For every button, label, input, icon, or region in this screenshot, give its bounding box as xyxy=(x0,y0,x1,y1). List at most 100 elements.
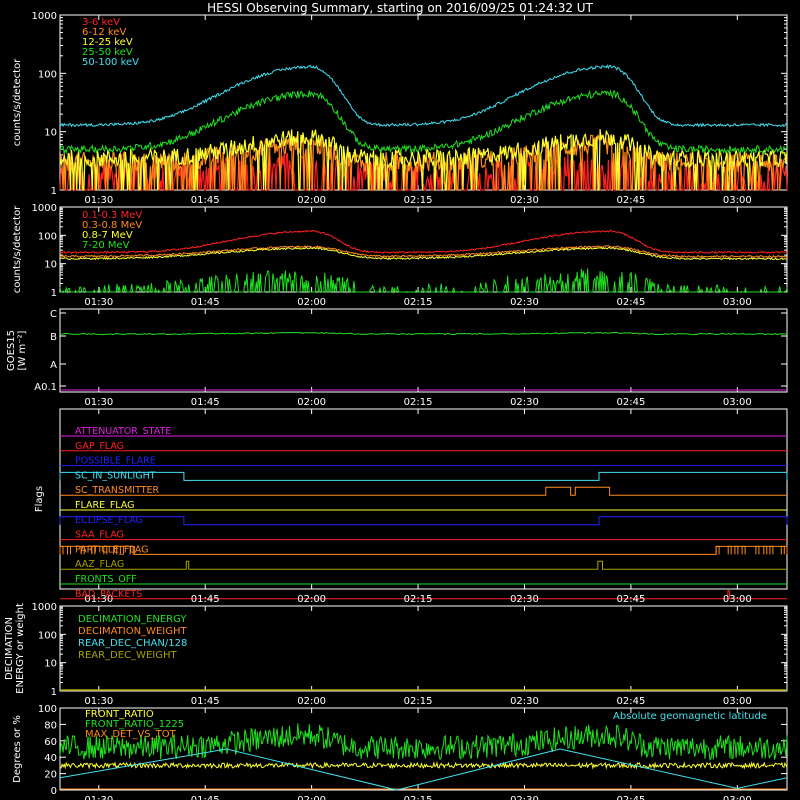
legend-lo-3: 25-50 keV xyxy=(82,47,133,58)
x-tick-label-flags: 03:00 xyxy=(723,594,752,605)
panel-frame-hi xyxy=(59,206,788,293)
y-tick-label-dec: 1000 xyxy=(32,602,57,613)
legend-ratio-0: FRONT_RATIO xyxy=(85,709,154,720)
legend-hi-2: 0.8-7 MeV xyxy=(82,230,133,241)
y-tick-label-ratio: 80 xyxy=(44,720,57,731)
x-tick-label-goes: 02:15 xyxy=(404,397,433,408)
y-tick-label-goes: A xyxy=(50,360,57,371)
x-tick-label-hi: 01:45 xyxy=(191,297,220,308)
flag-label-9: AAZ_FLAG xyxy=(75,559,124,570)
x-tick-label-dec: 02:45 xyxy=(616,696,645,707)
x-tick-label-goes: 02:45 xyxy=(616,397,645,408)
series-line-hi-2 xyxy=(59,246,788,261)
x-tick-label-lo: 02:45 xyxy=(616,195,645,206)
series-line-hi-1 xyxy=(59,244,788,258)
panel-frame-ratio xyxy=(59,707,788,791)
x-tick-label-flags: 01:45 xyxy=(191,594,220,605)
x-tick-label-flags: 02:45 xyxy=(616,594,645,605)
x-tick-label-hi: 02:30 xyxy=(510,297,539,308)
flag-label-8: PARTICLE_FLAG xyxy=(75,544,148,555)
flag-label-5: FLARE_FLAG xyxy=(75,500,135,511)
x-tick-label-ratio: 02:00 xyxy=(297,795,326,800)
y-axis-label-goes-1: GOES15 xyxy=(6,330,17,371)
y-tick-label-lo: 1 xyxy=(51,186,57,197)
legend-hi-0: 0.1-0.3 MeV xyxy=(82,210,142,221)
y-tick-label-hi: 10 xyxy=(44,260,57,271)
x-tick-label-ratio: 02:30 xyxy=(510,795,539,800)
y-tick-label-goes: B xyxy=(50,332,57,343)
flag-label-7: SAA_FLAG xyxy=(75,530,124,541)
x-tick-label-goes: 01:45 xyxy=(191,397,220,408)
x-tick-label-goes: 02:00 xyxy=(297,397,326,408)
flag-label-2: POSSIBLE_FLARE xyxy=(75,456,156,467)
x-tick-label-lo: 03:00 xyxy=(723,195,752,206)
x-tick-label-lo: 01:30 xyxy=(84,195,113,206)
panel-frame-lo xyxy=(59,14,788,191)
legend-dec-1: DECIMATION_WEIGHT xyxy=(78,626,187,637)
y-tick-label-dec: 10 xyxy=(44,659,57,670)
flag-pulses-particle xyxy=(59,545,785,555)
flag-label-10: FRONTS_OFF xyxy=(75,574,137,585)
x-tick-label-goes: 03:00 xyxy=(723,397,752,408)
y-axis-label-flags: Flags xyxy=(34,486,45,512)
flag-line-11 xyxy=(60,590,787,600)
x-tick-label-lo: 01:45 xyxy=(191,195,220,206)
legend-lo-4: 50-100 keV xyxy=(82,57,139,68)
annotation-geomagnetic-latitude: Absolute geomagnetic latitude xyxy=(613,711,767,722)
x-tick-label-hi: 02:00 xyxy=(297,297,326,308)
flag-line-9 xyxy=(60,560,787,570)
goes-long-line xyxy=(60,331,788,336)
y-axis-label-dec-1: DECIMATION xyxy=(4,617,15,680)
flag-line-8 xyxy=(59,545,788,555)
geomagnetic-latitude-line xyxy=(59,748,788,791)
panel-frame-flags xyxy=(59,408,788,590)
y-axis-label-ratio: Degrees or % xyxy=(12,715,23,783)
x-tick-label-goes: 01:30 xyxy=(84,397,113,408)
y-tick-label-ratio: 20 xyxy=(44,770,57,781)
x-tick-label-ratio: 01:30 xyxy=(84,795,113,800)
y-tick-label-dec: 1 xyxy=(51,687,57,698)
front-ratio-line xyxy=(59,761,788,770)
flag-label-4: SC_TRANSMITTER xyxy=(75,485,160,496)
x-tick-label-dec: 02:15 xyxy=(404,696,433,707)
flag-label-1: GAP_FLAG xyxy=(75,441,124,452)
y-tick-label-ratio: 0 xyxy=(51,786,57,797)
legend-ratio-2: MAX_DET_VS_TOT xyxy=(85,729,177,740)
panel-frame-dec xyxy=(59,605,788,692)
x-tick-label-ratio: 01:45 xyxy=(191,795,220,800)
y-tick-label-ratio: 60 xyxy=(44,737,57,748)
front-ratio-1225-line xyxy=(59,723,788,762)
series-line-lo-50-100kev xyxy=(59,64,788,128)
x-tick-label-dec: 01:45 xyxy=(191,696,220,707)
flag-label-6: ECLIPSE_FLAG xyxy=(75,515,143,526)
y-tick-label-goes: A0.1 xyxy=(34,382,57,393)
series-line-lo-12-25kev xyxy=(59,129,788,191)
legend-lo-0: 3-6 keV xyxy=(82,17,120,28)
y-tick-label-goes: C xyxy=(50,309,57,320)
panel-labels: 01:30 01:45 02:00 02:15 02:30 02:45 03:00 01:30… xyxy=(4,11,767,800)
x-tick-label-lo: 02:30 xyxy=(510,195,539,206)
y-tick-label-lo: 1000 xyxy=(32,11,57,22)
y-tick-label-hi: 1000 xyxy=(32,203,57,214)
x-tick-label-lo: 02:15 xyxy=(404,195,433,206)
y-tick-label-lo: 100 xyxy=(38,69,57,80)
flag-line-4 xyxy=(60,486,787,496)
flag-label-11: BAD_PACKETS xyxy=(75,589,142,600)
x-tick-label-hi: 02:45 xyxy=(616,297,645,308)
data-marks xyxy=(59,64,788,791)
x-tick-label-lo: 02:00 xyxy=(297,195,326,206)
flag-label-0: ATTENUATOR_STATE xyxy=(75,426,171,437)
x-tick-label-dec: 02:30 xyxy=(510,696,539,707)
y-tick-label-hi: 100 xyxy=(38,231,57,242)
y-tick-label-ratio: 40 xyxy=(44,753,57,764)
legend-hi-1: 0.3-0.8 MeV xyxy=(82,220,142,231)
y-tick-label-hi: 1 xyxy=(51,288,57,299)
figure-title: HESSI Observing Summary, starting on 201… xyxy=(207,1,593,15)
x-tick-label-dec: 02:00 xyxy=(297,696,326,707)
panel-frame-goes xyxy=(59,308,788,393)
y-tick-label-dec: 100 xyxy=(38,630,57,641)
series-line-hi-0 xyxy=(59,229,788,255)
x-tick-label-hi: 01:30 xyxy=(84,297,113,308)
y-tick-label-ratio: 100 xyxy=(38,704,57,715)
